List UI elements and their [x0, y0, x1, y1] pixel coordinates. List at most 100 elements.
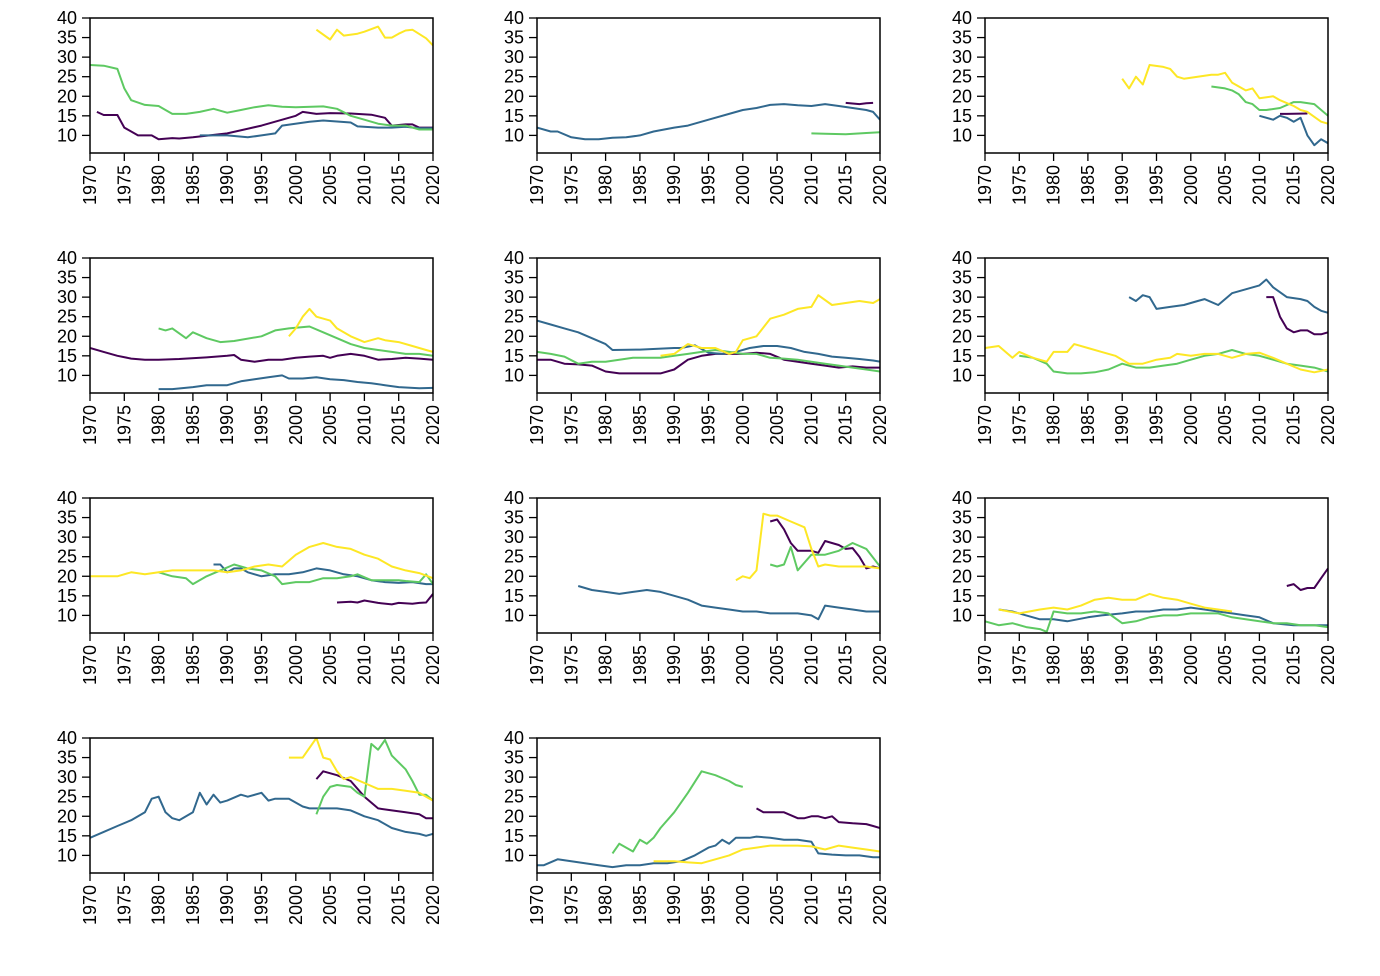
y-tick-label: 30: [57, 287, 77, 307]
y-tick-label: 20: [504, 326, 524, 346]
y-tick-label: 40: [57, 8, 77, 28]
plot-frame: [536, 737, 881, 874]
x-tick-label: 2020: [870, 165, 890, 205]
y-tick-label: 30: [57, 47, 77, 67]
y-tick-label: 10: [57, 125, 77, 145]
x-tick-label: 1990: [217, 885, 237, 925]
x-tick-label: 1990: [217, 405, 237, 445]
panel-7-series-line-3: [158, 563, 433, 586]
x-tick-label: 1985: [1078, 165, 1098, 205]
x-tick-label: 1980: [149, 885, 169, 925]
y-tick-label: 40: [952, 8, 972, 28]
y-tick-label: 25: [952, 307, 972, 327]
x-tick-label: 1985: [183, 405, 203, 445]
x-tick-label: 2020: [423, 405, 443, 445]
y-tick-label: 35: [504, 268, 524, 288]
panel-3-series-line-4: [1121, 64, 1328, 125]
y-tick-label: 15: [504, 586, 524, 606]
y-tick-label: 20: [952, 86, 972, 106]
y-tick-label: 30: [952, 47, 972, 67]
x-tick-label: 2010: [354, 645, 374, 685]
y-tick-label: 25: [504, 787, 524, 807]
x-tick-label: 2015: [836, 165, 856, 205]
x-tick-label: 1995: [252, 645, 272, 685]
x-tick-label: 2015: [389, 885, 409, 925]
panel-6-series-line-1: [1266, 296, 1328, 336]
x-tick-label: 2000: [733, 165, 753, 205]
x-tick-label: 2020: [1318, 165, 1338, 205]
x-tick-label: 2015: [389, 405, 409, 445]
y-tick-label: 35: [504, 508, 524, 528]
x-tick-label: 1995: [252, 885, 272, 925]
x-tick-label: 2015: [1284, 165, 1304, 205]
panel-2-series-line-3: [811, 131, 880, 136]
x-tick-label: 2020: [1318, 645, 1338, 685]
y-tick-label: 10: [57, 845, 77, 865]
plot-frame: [536, 17, 881, 154]
x-tick-label: 1995: [699, 405, 719, 445]
panel-11-series-line-4: [653, 844, 880, 865]
x-tick-label: 1995: [699, 645, 719, 685]
panel-8-series-line-3: [769, 542, 880, 572]
x-tick-label: 1980: [1044, 165, 1064, 205]
panel-11-series-line-3: [611, 770, 744, 854]
panel-9-series-line-3: [985, 610, 1328, 633]
x-tick-label: 2005: [767, 645, 787, 685]
y-tick-label: 20: [504, 806, 524, 826]
y-tick-label: 40: [504, 488, 524, 508]
x-tick-label: 1990: [664, 405, 684, 445]
x-tick-label: 1980: [596, 405, 616, 445]
x-tick-label: 1995: [252, 165, 272, 205]
y-tick-label: 10: [504, 365, 524, 385]
plot-frame: [984, 257, 1329, 394]
y-tick-label: 35: [952, 28, 972, 48]
panel-6-series-line-3: [1019, 349, 1328, 375]
panel-5-series-line-2: [537, 319, 880, 363]
x-tick-label: 2010: [801, 645, 821, 685]
y-tick-label: 15: [57, 346, 77, 366]
x-tick-label: 1990: [664, 645, 684, 685]
x-tick-label: 1985: [1078, 645, 1098, 685]
panel-8-series-line-4: [735, 512, 880, 582]
x-tick-label: 1975: [114, 165, 134, 205]
y-tick-label: 20: [57, 326, 77, 346]
panel-4-series-line-1: [90, 347, 433, 363]
x-tick-label: 2005: [1215, 405, 1235, 445]
x-tick-label: 1985: [183, 645, 203, 685]
x-tick-label: 2000: [1181, 165, 1201, 205]
panel-3-series-line-3: [1211, 85, 1328, 117]
plot-frame: [89, 737, 434, 874]
y-tick-label: 20: [57, 806, 77, 826]
x-tick-label: 1970: [975, 405, 995, 445]
panel-7-series-line-1: [336, 593, 433, 606]
y-tick-label: 25: [57, 67, 77, 87]
x-tick-label: 1985: [183, 885, 203, 925]
panel-10-series-line-3: [315, 739, 433, 815]
x-tick-label: 1970: [80, 885, 100, 925]
y-tick-label: 15: [57, 586, 77, 606]
x-tick-label: 1970: [527, 885, 547, 925]
x-tick-label: 1985: [630, 405, 650, 445]
x-tick-label: 1970: [975, 165, 995, 205]
y-tick-label: 30: [504, 527, 524, 547]
x-tick-label: 1975: [114, 405, 134, 445]
x-tick-label: 2005: [767, 885, 787, 925]
x-tick-label: 2000: [733, 645, 753, 685]
x-tick-label: 1995: [252, 405, 272, 445]
x-tick-label: 2015: [1284, 645, 1304, 685]
y-tick-label: 10: [504, 605, 524, 625]
x-tick-label: 2020: [870, 885, 890, 925]
x-tick-label: 2010: [801, 885, 821, 925]
x-tick-label: 1975: [561, 645, 581, 685]
x-tick-label: 1970: [527, 405, 547, 445]
y-tick-label: 40: [504, 728, 524, 748]
panel-10-series-line-4: [288, 738, 433, 802]
x-tick-label: 2015: [1284, 405, 1304, 445]
y-tick-label: 10: [504, 125, 524, 145]
y-tick-label: 30: [952, 287, 972, 307]
